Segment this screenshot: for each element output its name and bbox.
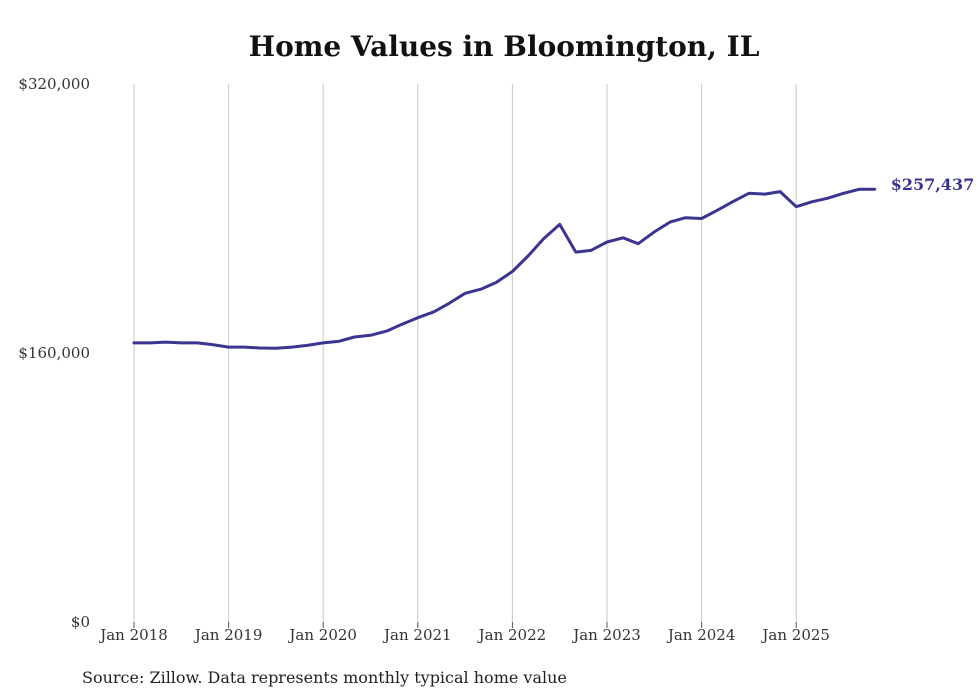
- y-tick-label: $320,000: [18, 75, 90, 93]
- y-tick-label: $160,000: [18, 344, 90, 362]
- x-tick-label: Jan 2025: [760, 626, 830, 644]
- source-note: Source: Zillow. Data represents monthly …: [82, 668, 567, 687]
- series-line: [132, 187, 877, 350]
- x-tick-label: Jan 2018: [98, 626, 168, 644]
- end-value-label: $257,437: [891, 175, 975, 194]
- x-tick-label: Jan 2022: [477, 626, 547, 644]
- x-tick-label: Jan 2020: [287, 626, 357, 644]
- x-tick-label: Jan 2021: [382, 626, 452, 644]
- y-tick-label: $0: [71, 613, 90, 631]
- x-tick-label: Jan 2023: [571, 626, 641, 644]
- x-tick-label: Jan 2024: [666, 626, 736, 644]
- x-tick-label: Jan 2019: [193, 626, 263, 644]
- chart-title: Home Values in Bloomington, IL: [248, 30, 760, 63]
